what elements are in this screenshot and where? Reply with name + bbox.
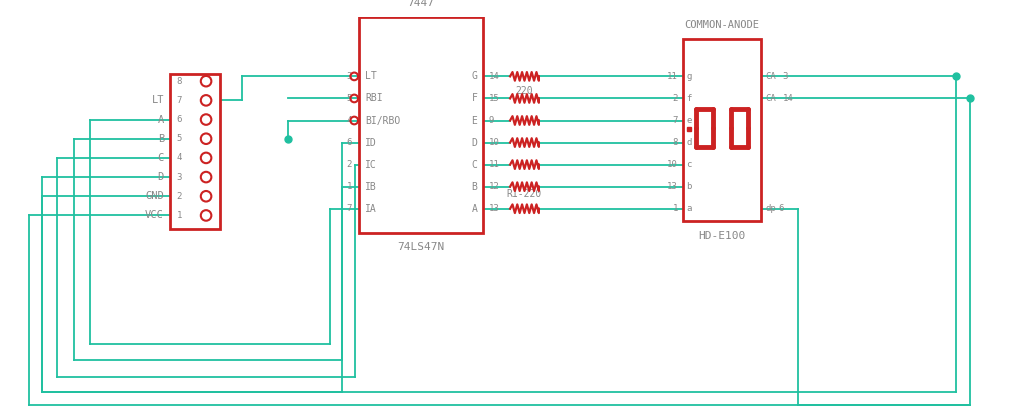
Text: GND: GND — [145, 191, 164, 201]
Text: b: b — [686, 182, 692, 191]
Text: B: B — [158, 134, 164, 144]
Text: R1-220: R1-220 — [507, 189, 542, 199]
Text: HD-E100: HD-E100 — [698, 231, 745, 241]
Text: 5: 5 — [176, 134, 182, 143]
Text: 2: 2 — [346, 160, 352, 169]
Bar — [358, 17, 483, 233]
Text: dp: dp — [765, 204, 776, 213]
Text: e: e — [686, 116, 692, 125]
Text: 11: 11 — [489, 160, 500, 169]
Text: C: C — [158, 153, 164, 163]
Text: 7: 7 — [176, 96, 182, 105]
Text: 3: 3 — [782, 72, 787, 81]
Text: 7: 7 — [346, 204, 352, 213]
Text: g: g — [686, 72, 692, 81]
Text: LT: LT — [152, 95, 164, 105]
Text: IA: IA — [366, 204, 377, 214]
Text: 6: 6 — [346, 138, 352, 147]
Text: a: a — [686, 204, 692, 213]
Text: 3: 3 — [176, 173, 182, 182]
Text: d: d — [686, 138, 692, 147]
Text: 12: 12 — [489, 182, 500, 191]
Text: 74LS47N: 74LS47N — [397, 242, 444, 252]
Text: 2: 2 — [176, 192, 182, 201]
Text: D: D — [472, 138, 477, 147]
Text: 9: 9 — [489, 116, 495, 125]
Text: 3: 3 — [346, 72, 352, 81]
Text: 4: 4 — [176, 153, 182, 162]
Text: 220: 220 — [516, 86, 534, 96]
Text: BI/RBO: BI/RBO — [366, 116, 400, 126]
Text: IB: IB — [366, 182, 377, 192]
Text: D: D — [158, 172, 164, 182]
Text: 7: 7 — [673, 116, 678, 125]
Text: 4: 4 — [346, 116, 352, 125]
Text: G: G — [472, 71, 477, 81]
Text: E: E — [472, 116, 477, 126]
Text: 1: 1 — [176, 211, 182, 220]
Text: 8: 8 — [176, 77, 182, 85]
Text: 11: 11 — [668, 72, 678, 81]
Text: f: f — [686, 94, 692, 103]
Text: 2: 2 — [673, 94, 678, 103]
Text: 8: 8 — [673, 138, 678, 147]
Text: 7447: 7447 — [408, 0, 434, 8]
Text: A: A — [158, 114, 164, 125]
Text: 1: 1 — [673, 204, 678, 213]
Text: CA: CA — [765, 94, 776, 103]
Text: 5: 5 — [346, 94, 352, 103]
Text: 6: 6 — [176, 115, 182, 124]
Text: 10: 10 — [489, 138, 500, 147]
Text: 14: 14 — [489, 72, 500, 81]
Text: VCC: VCC — [145, 211, 164, 221]
Text: 13: 13 — [489, 204, 500, 213]
Text: IC: IC — [366, 159, 377, 170]
Text: ID: ID — [366, 138, 377, 147]
Text: 14: 14 — [782, 94, 794, 103]
Text: 13: 13 — [668, 182, 678, 191]
Text: 6: 6 — [778, 204, 784, 213]
Text: A: A — [472, 204, 477, 214]
Bar — [683, 39, 761, 221]
Text: RBI: RBI — [366, 93, 383, 103]
Text: LT: LT — [366, 71, 377, 81]
Bar — [170, 74, 219, 229]
Text: 1: 1 — [346, 182, 352, 191]
Text: C: C — [472, 159, 477, 170]
Text: CA: CA — [765, 72, 776, 81]
Text: 15: 15 — [489, 94, 500, 103]
Text: 10: 10 — [668, 160, 678, 169]
Text: COMMON-ANODE: COMMON-ANODE — [684, 20, 760, 31]
Text: c: c — [686, 160, 692, 169]
Text: B: B — [472, 182, 477, 192]
Text: F: F — [472, 93, 477, 103]
